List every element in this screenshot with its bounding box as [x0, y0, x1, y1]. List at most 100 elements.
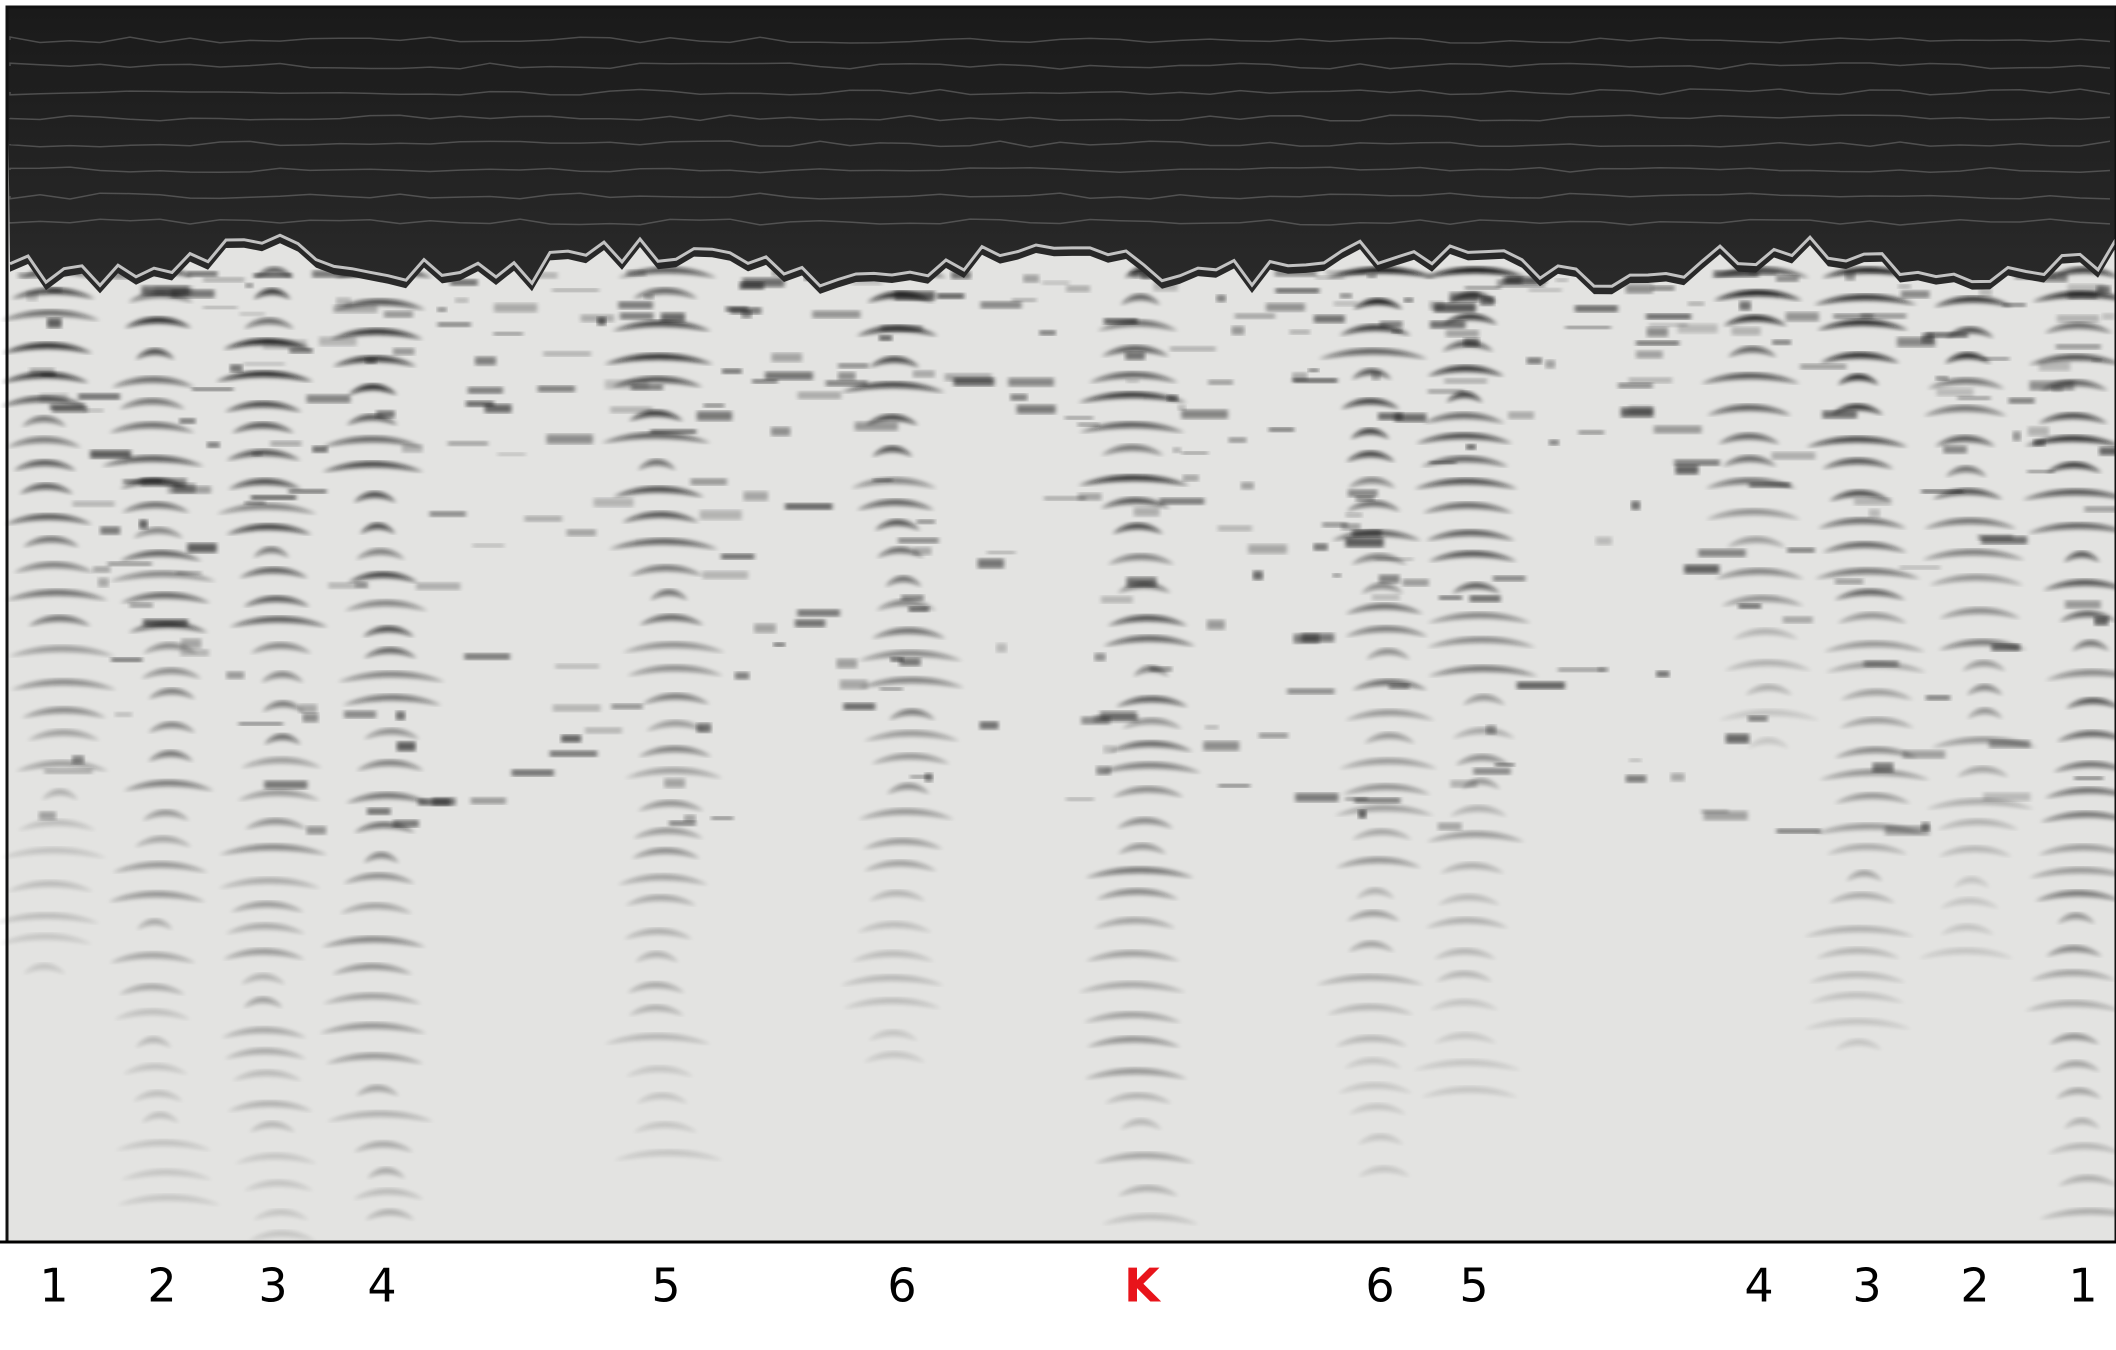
streak-mark: [318, 1022, 427, 1034]
noise-dash: [1375, 557, 1413, 561]
noise-dash: [1480, 296, 1495, 306]
noise-dash: [1636, 340, 1680, 346]
noise-dash: [1103, 318, 1138, 325]
noise-dash: [1403, 297, 1414, 303]
streak-mark: [363, 852, 400, 864]
streak-mark: [249, 642, 312, 654]
noise-dash: [773, 642, 786, 647]
noise-dash: [1389, 683, 1410, 690]
noise-dash: [1379, 321, 1403, 328]
streak-mark: [874, 519, 921, 531]
streak-mark: [1961, 660, 2006, 672]
noise-dash: [771, 352, 802, 362]
streak-mark: [330, 328, 424, 340]
streak-mark: [1094, 1152, 1195, 1164]
streak-mark: [1318, 348, 1429, 360]
streak-mark: [116, 1194, 222, 1206]
noise-dash: [2002, 302, 2026, 307]
streak-mark: [1338, 757, 1438, 769]
streak-mark: [871, 445, 914, 457]
noise-dash: [384, 311, 413, 318]
streak-mark: [842, 997, 942, 1009]
noise-dash: [1776, 828, 1821, 834]
streak-mark: [1837, 612, 1908, 624]
streak-mark: [2034, 890, 2116, 902]
noise-dash: [1078, 493, 1102, 501]
streak-mark: [1346, 500, 1402, 512]
noise-dash: [1486, 725, 1497, 735]
streak-mark: [1845, 870, 1883, 882]
streak-mark: [1828, 892, 1896, 904]
noise-dash: [1266, 303, 1305, 312]
noise-dash: [1126, 577, 1157, 587]
streak-mark: [252, 288, 292, 300]
noise-dash: [690, 478, 727, 486]
streak-mark: [1747, 737, 1790, 749]
streak-mark: [2021, 489, 2116, 501]
streak-mark: [1334, 804, 1435, 816]
noise-dash: [1208, 379, 1233, 385]
noise-dash: [1926, 332, 1968, 338]
streak-mark: [2028, 867, 2116, 879]
noise-dash: [1684, 564, 1720, 574]
streak-mark: [263, 733, 302, 745]
streak-mark: [1428, 550, 1518, 562]
streak-mark: [1805, 436, 1909, 448]
noise-dash: [1322, 522, 1348, 528]
noise-dash: [696, 411, 732, 421]
streak-mark: [870, 753, 951, 765]
band-line: [9, 36, 2111, 44]
streak-mark: [858, 677, 965, 689]
trace-label: 2: [147, 1259, 176, 1313]
streak-mark: [1828, 490, 1891, 502]
noise-dash: [1516, 681, 1565, 690]
streak-mark: [1083, 1068, 1188, 1080]
streak-mark: [1083, 1011, 1182, 1023]
noise-dash: [252, 451, 263, 457]
noise-dash: [1463, 338, 1480, 347]
streak-mark: [0, 912, 100, 924]
streak-mark: [243, 996, 283, 1008]
streak-mark: [1335, 856, 1422, 868]
noise-dash: [2067, 284, 2105, 294]
noise-dash: [1936, 388, 1974, 397]
noise-dash: [1957, 396, 1991, 401]
noise-dash: [1865, 270, 1900, 274]
streak-mark: [624, 767, 723, 779]
noise-dash: [1044, 496, 1086, 501]
streak-mark: [1088, 371, 1179, 383]
noise-dash: [1921, 489, 1963, 494]
streak-mark: [636, 1092, 689, 1104]
streak-mark: [1360, 582, 1404, 594]
streak-mark: [230, 901, 305, 913]
streak-mark: [600, 432, 712, 444]
streak-mark: [147, 688, 196, 700]
streak-mark: [868, 890, 926, 902]
noise-dash: [546, 434, 593, 444]
streak-mark: [216, 503, 318, 515]
streak-mark: [1424, 917, 1509, 929]
noise-dash: [1101, 596, 1133, 604]
noise-dash: [1897, 337, 1936, 347]
noise-dash: [1466, 444, 1476, 450]
noise-dash: [179, 418, 196, 424]
noise-dash: [1772, 339, 1791, 345]
streak-mark: [342, 872, 416, 884]
streak-mark: [21, 415, 67, 427]
streak-mark: [1445, 391, 1484, 403]
streak-mark: [2046, 461, 2102, 473]
noise-dash: [644, 294, 654, 300]
streak-mark: [863, 730, 960, 742]
noise-dash: [1358, 809, 1367, 819]
streak-mark: [1350, 428, 1390, 440]
noise-dash: [1628, 405, 1653, 414]
noise-dash: [90, 450, 131, 459]
streak-mark: [1722, 315, 1788, 327]
noise-dash: [288, 489, 327, 494]
streak-mark: [1439, 862, 1505, 874]
noise-dash: [187, 543, 217, 553]
streak-mark: [147, 750, 194, 762]
noise-dash: [484, 404, 512, 413]
streak-mark: [1109, 740, 1194, 752]
noise-dash: [2074, 776, 2104, 781]
